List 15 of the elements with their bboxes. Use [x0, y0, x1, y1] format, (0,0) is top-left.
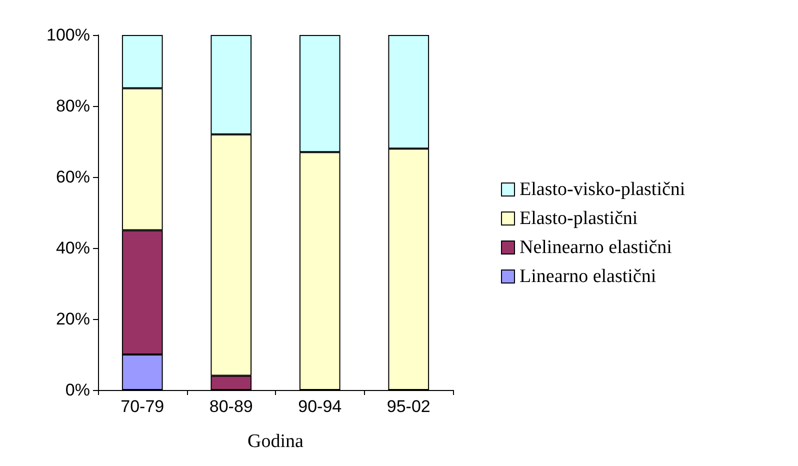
y-tick-label: 60%	[56, 168, 90, 186]
legend-label: Elasto-plastični	[520, 208, 638, 229]
x-tick-label: 95-02	[386, 397, 430, 416]
y-tick-label: 80%	[56, 96, 90, 116]
x-tick-label: 70-79	[120, 397, 164, 416]
legend-label: Elasto-visko-plastični	[520, 179, 686, 200]
y-tick-label: 0%	[65, 380, 90, 400]
y-tick-label: 100%	[46, 26, 90, 44]
legend-label: Linearno elastični	[520, 266, 656, 287]
y-tick-label: 40%	[56, 238, 90, 258]
y-tick-label: 20%	[56, 310, 90, 328]
legend-label: Nelinearno elastični	[520, 237, 672, 258]
x-tick-label: 90-94	[298, 397, 342, 416]
x-tick-label: 80-89	[209, 397, 253, 416]
x-axis-title: Godina	[248, 431, 304, 452]
